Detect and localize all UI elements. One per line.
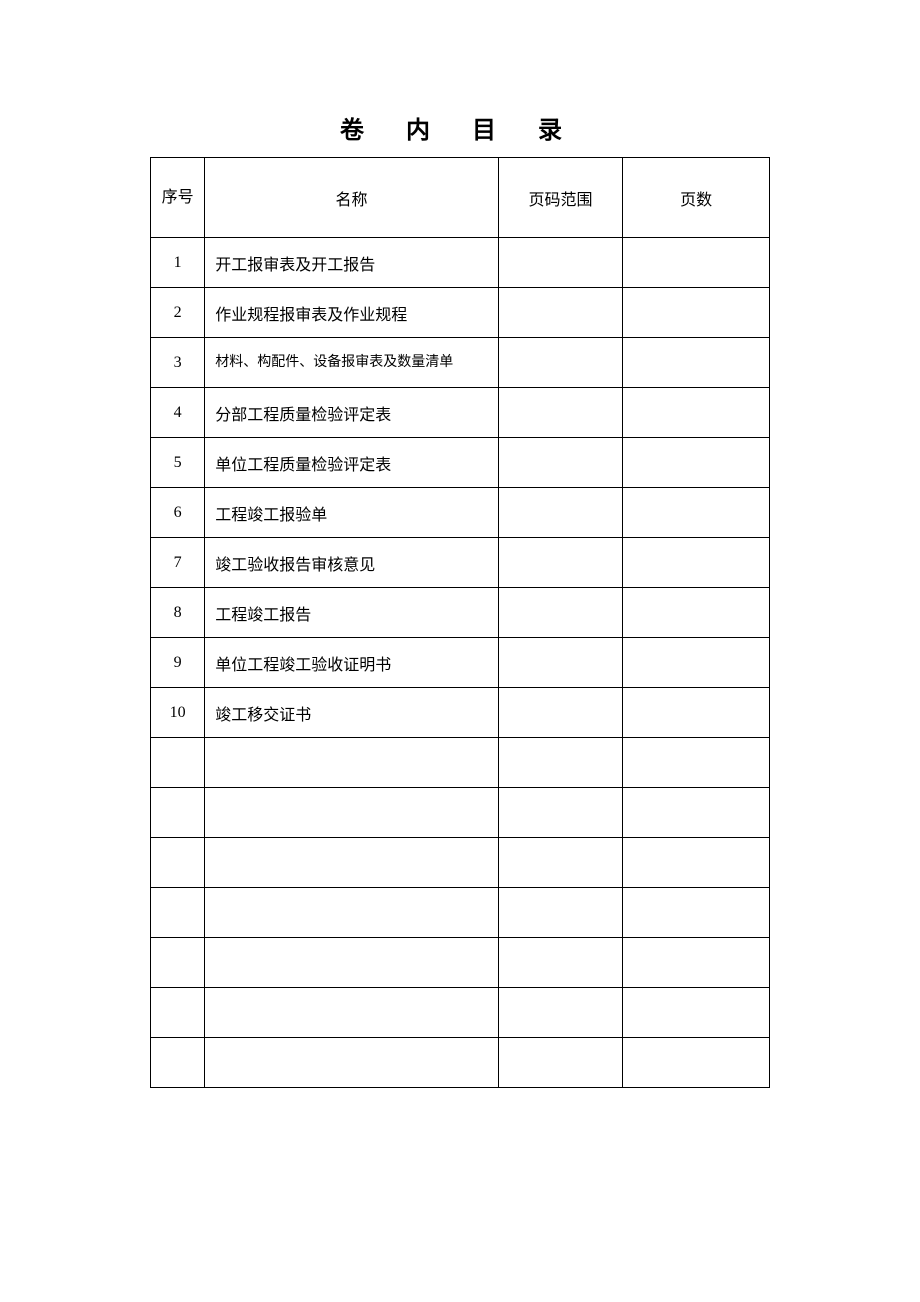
table-row: 4分部工程质量检验评定表	[151, 388, 770, 438]
cell-seq	[151, 1038, 205, 1088]
cell-seq: 3	[151, 338, 205, 388]
cell-pages	[623, 588, 770, 638]
cell-name: 材料、构配件、设备报审表及数量清单	[205, 338, 499, 388]
cell-name: 单位工程质量检验评定表	[205, 438, 499, 488]
table-row: 10竣工移交证书	[151, 688, 770, 738]
table-row: 2作业规程报审表及作业规程	[151, 288, 770, 338]
cell-seq: 5	[151, 438, 205, 488]
cell-pages	[623, 538, 770, 588]
cell-range	[498, 938, 622, 988]
cell-seq: 1	[151, 238, 205, 288]
cell-pages	[623, 338, 770, 388]
cell-seq: 2	[151, 288, 205, 338]
cell-seq	[151, 938, 205, 988]
table-row: 1开工报审表及开工报告	[151, 238, 770, 288]
cell-name: 单位工程竣工验收证明书	[205, 638, 499, 688]
cell-pages	[623, 288, 770, 338]
cell-range	[498, 588, 622, 638]
cell-pages	[623, 788, 770, 838]
cell-name: 竣工验收报告审核意见	[205, 538, 499, 588]
cell-pages	[623, 388, 770, 438]
cell-range	[498, 738, 622, 788]
cell-range	[498, 538, 622, 588]
cell-range	[498, 838, 622, 888]
cell-seq: 6	[151, 488, 205, 538]
cell-name: 开工报审表及开工报告	[205, 238, 499, 288]
cell-seq: 9	[151, 638, 205, 688]
cell-seq	[151, 888, 205, 938]
cell-pages	[623, 838, 770, 888]
cell-name: 竣工移交证书	[205, 688, 499, 738]
cell-pages	[623, 738, 770, 788]
cell-seq	[151, 738, 205, 788]
cell-name	[205, 838, 499, 888]
table-row	[151, 788, 770, 838]
cell-range	[498, 288, 622, 338]
cell-range	[498, 788, 622, 838]
contents-table: 序号 名称 页码范围 页数 1开工报审表及开工报告2作业规程报审表及作业规程3材…	[150, 157, 770, 1088]
cell-seq	[151, 788, 205, 838]
cell-pages	[623, 688, 770, 738]
cell-pages	[623, 1038, 770, 1088]
cell-range	[498, 638, 622, 688]
header-pages: 页数	[623, 158, 770, 238]
cell-name	[205, 938, 499, 988]
table-row: 7竣工验收报告审核意见	[151, 538, 770, 588]
table-row	[151, 738, 770, 788]
cell-name	[205, 888, 499, 938]
header-seq: 序号	[151, 158, 205, 238]
table-header-row: 序号 名称 页码范围 页数	[151, 158, 770, 238]
cell-name	[205, 788, 499, 838]
cell-range	[498, 888, 622, 938]
cell-seq	[151, 988, 205, 1038]
cell-range	[498, 238, 622, 288]
cell-name: 工程竣工报告	[205, 588, 499, 638]
cell-seq: 7	[151, 538, 205, 588]
cell-range	[498, 438, 622, 488]
table-row	[151, 938, 770, 988]
header-range: 页码范围	[498, 158, 622, 238]
cell-name: 分部工程质量检验评定表	[205, 388, 499, 438]
cell-pages	[623, 638, 770, 688]
cell-seq: 4	[151, 388, 205, 438]
table-row	[151, 838, 770, 888]
cell-range	[498, 388, 622, 438]
table-row	[151, 1038, 770, 1088]
cell-range	[498, 338, 622, 388]
table-row: 8工程竣工报告	[151, 588, 770, 638]
cell-pages	[623, 488, 770, 538]
cell-name	[205, 1038, 499, 1088]
cell-seq	[151, 838, 205, 888]
cell-pages	[623, 888, 770, 938]
cell-name	[205, 738, 499, 788]
table-body: 1开工报审表及开工报告2作业规程报审表及作业规程3材料、构配件、设备报审表及数量…	[151, 238, 770, 1088]
cell-pages	[623, 938, 770, 988]
header-name: 名称	[205, 158, 499, 238]
table-row: 3材料、构配件、设备报审表及数量清单	[151, 338, 770, 388]
cell-range	[498, 988, 622, 1038]
cell-range	[498, 488, 622, 538]
cell-name: 作业规程报审表及作业规程	[205, 288, 499, 338]
cell-seq: 10	[151, 688, 205, 738]
table-row: 5单位工程质量检验评定表	[151, 438, 770, 488]
document-title: 卷 内 目 录	[150, 110, 770, 145]
table-row: 9单位工程竣工验收证明书	[151, 638, 770, 688]
cell-name	[205, 988, 499, 1038]
table-row	[151, 888, 770, 938]
table-row	[151, 988, 770, 1038]
cell-seq: 8	[151, 588, 205, 638]
table-row: 6工程竣工报验单	[151, 488, 770, 538]
cell-name: 工程竣工报验单	[205, 488, 499, 538]
cell-range	[498, 688, 622, 738]
cell-pages	[623, 238, 770, 288]
cell-range	[498, 1038, 622, 1088]
cell-pages	[623, 988, 770, 1038]
cell-pages	[623, 438, 770, 488]
